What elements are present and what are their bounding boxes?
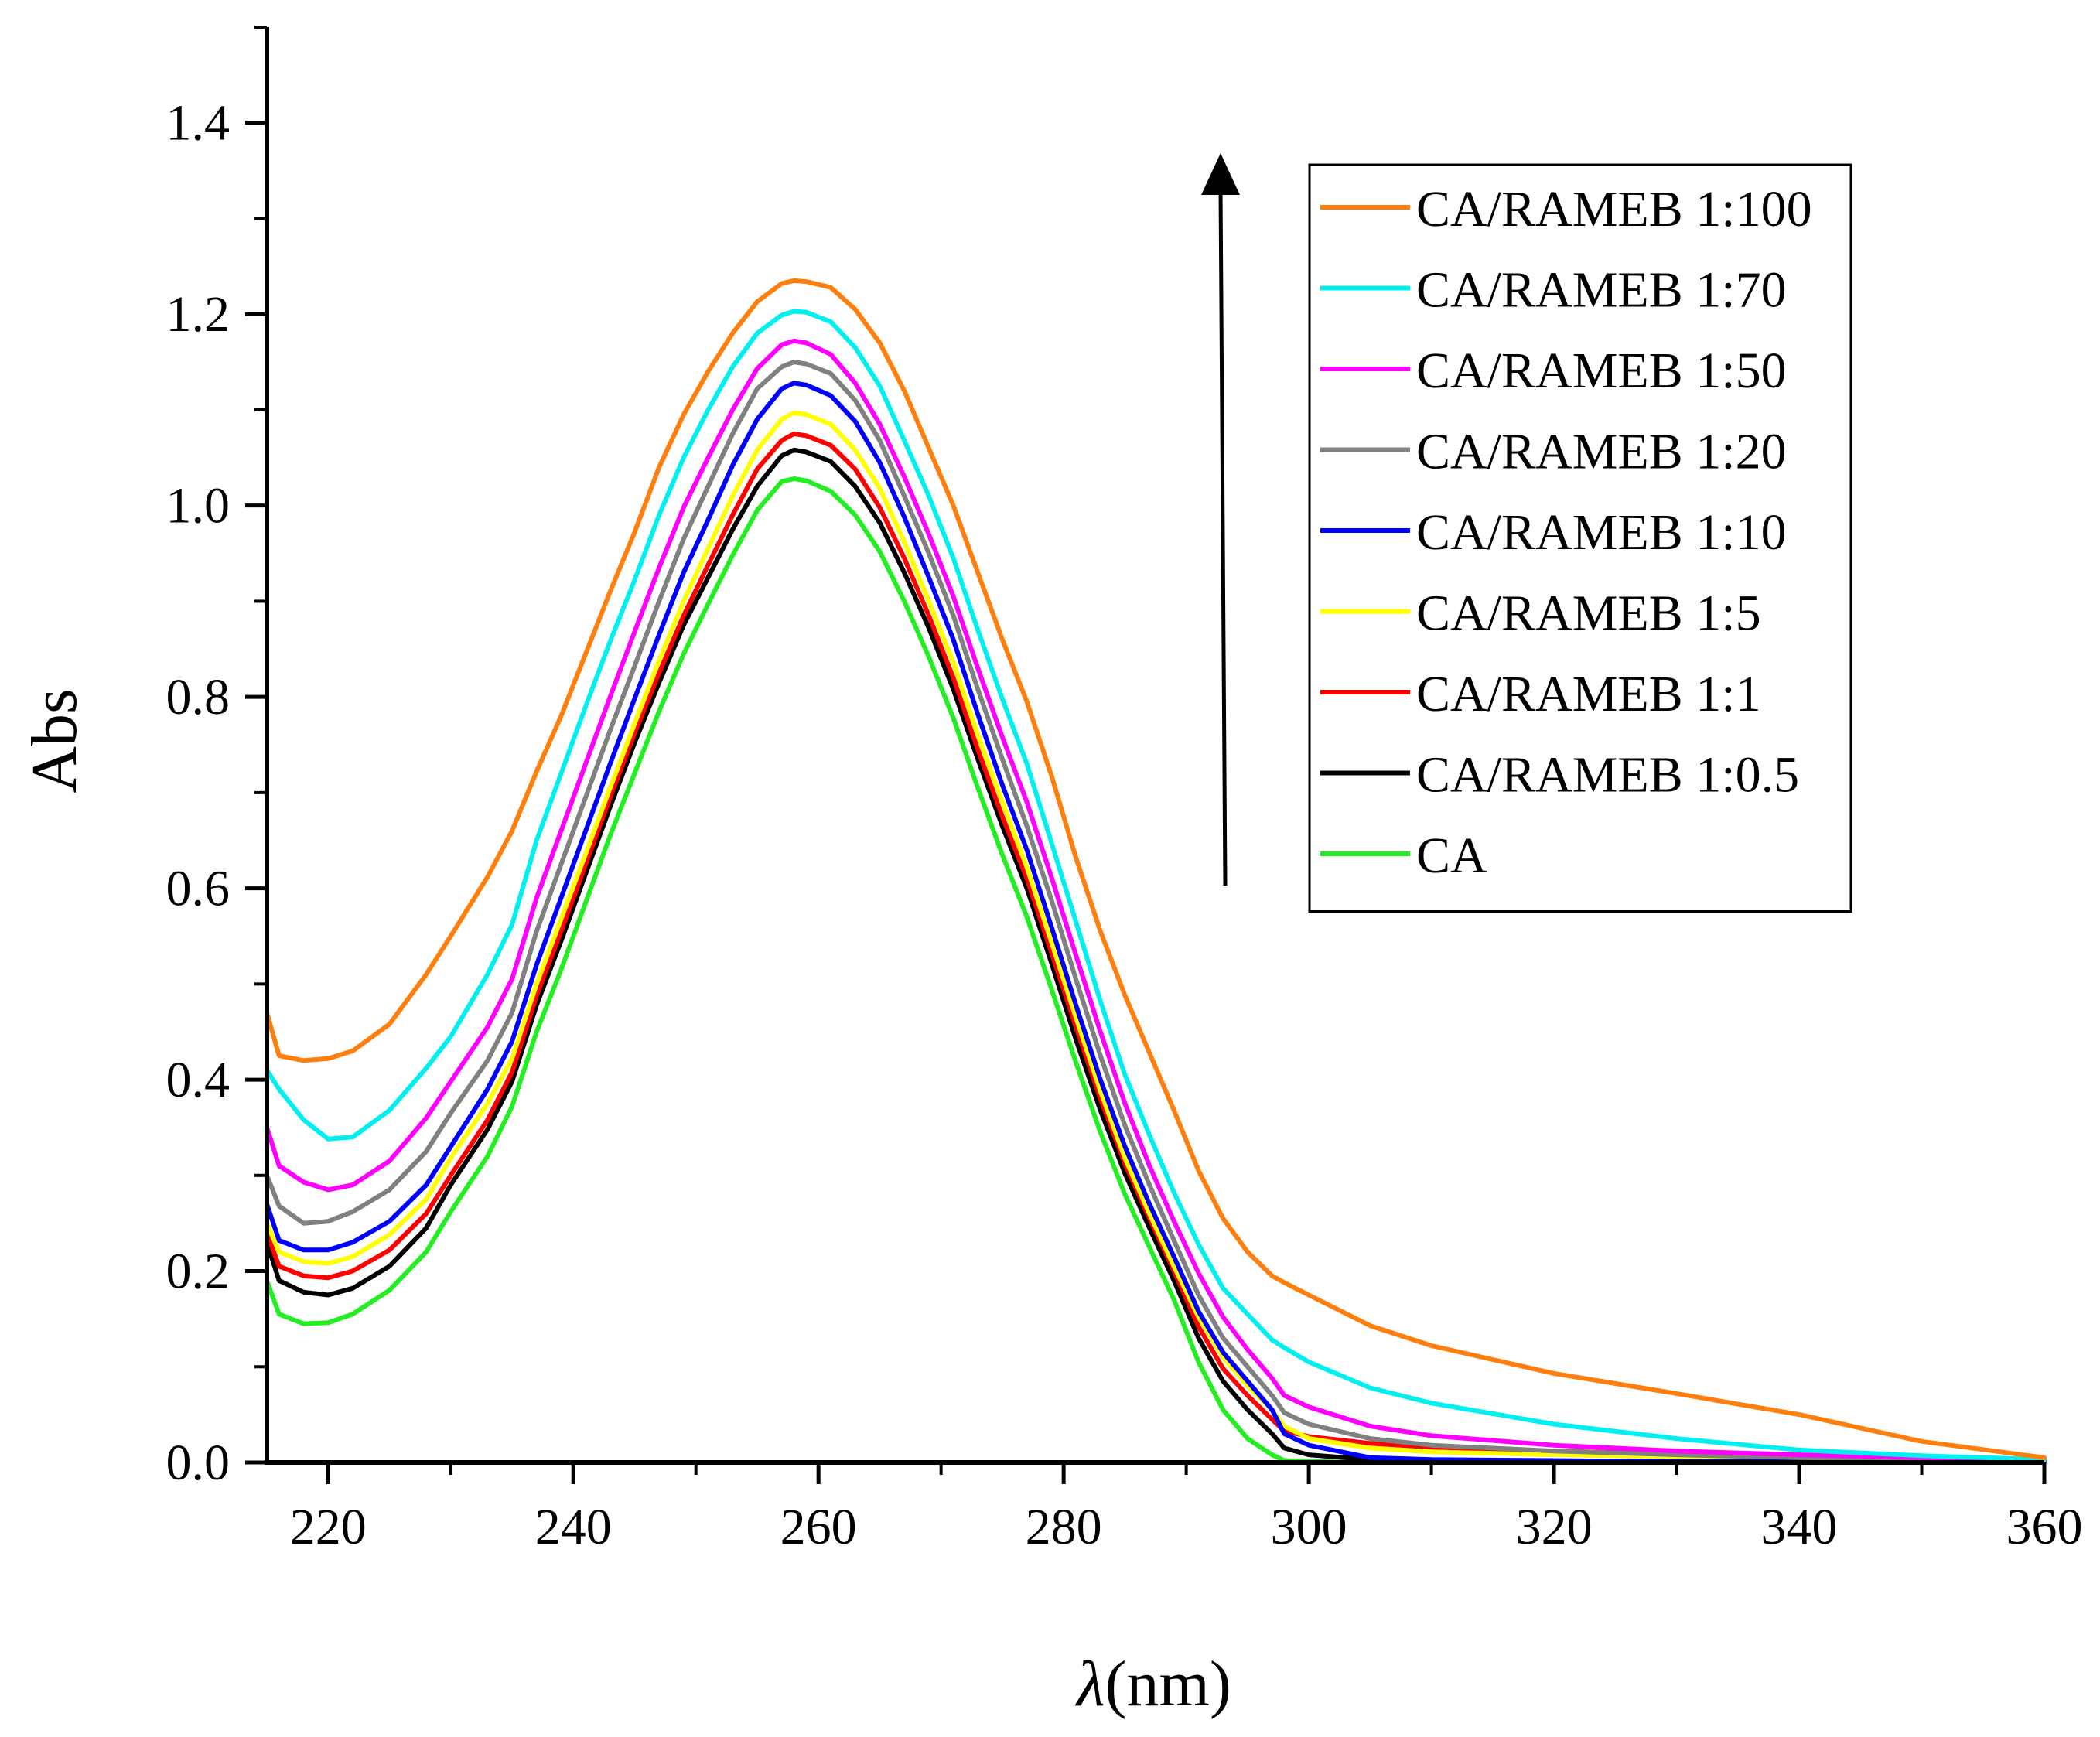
y-axis-title: Abs [19,688,90,793]
legend-label-ca-rameb-1-70: CA/RAMEB 1:70 [1416,262,1787,319]
y-tick-label: 0.6 [166,861,230,917]
x-tick-label: 220 [290,1499,367,1555]
series-line-ca [265,476,2047,1465]
legend-label-ca-rameb-1-1: CA/RAMEB 1:1 [1416,666,1761,722]
series-line-ca-rameb-1-20 [265,360,2047,1463]
y-tick-label: 0.4 [166,1052,230,1108]
x-tick-label: 240 [535,1499,612,1555]
ticks: 220 240 260 280 300 320 340 360 0.0 0.2 0.4 0.6 0.8 1… [166,26,2083,1555]
y-tick-label: 0.0 [166,1435,230,1491]
y-tick-label: 1.4 [166,95,230,152]
legend-label-ca-rameb-1-10: CA/RAMEB 1:10 [1416,504,1787,561]
x-tick-label: 280 [1026,1499,1102,1555]
x-tick-label: 320 [1516,1499,1593,1555]
x-axis-title-unit: (nm) [1105,1648,1231,1720]
axes [265,27,2044,1465]
legend: CA/RAMEB 1:100 CA/RAMEB 1:70 CA/RAMEB 1:50… [1308,163,1852,913]
y-tick-label: 0.8 [166,669,230,725]
x-axis-title: λ(nm) [1074,1648,1231,1720]
legend-label-ca-rameb-1-0-5: CA/RAMEB 1:0.5 [1416,747,1799,804]
legend-label-ca-rameb-1-100: CA/RAMEB 1:100 [1416,181,1812,237]
legend-label-ca: CA [1416,828,1487,884]
legend-label-ca-rameb-1-50: CA/RAMEB 1:50 [1416,343,1787,399]
y-tick-label: 1.2 [166,286,230,343]
trend-arrow [1201,153,1240,886]
legend-label-ca-rameb-1-20: CA/RAMEB 1:20 [1416,424,1787,480]
trend-arrow-head [1201,153,1240,195]
series-line-ca-rameb-1-0-5 [265,447,2047,1464]
series-line-ca-rameb-1-50 [265,338,2047,1462]
x-axis-title-symbol: λ [1074,1648,1105,1720]
series-line-ca-rameb-1-70 [265,309,2047,1462]
x-tick-label: 340 [1761,1499,1838,1555]
y-tick-label: 1.0 [166,478,230,534]
x-tick-label: 360 [2006,1499,2083,1555]
series-line-ca-rameb-1-10 [265,381,2047,1464]
series-line-ca-rameb-1-100 [265,278,2047,1460]
x-tick-label: 300 [1271,1499,1347,1555]
legend-label-ca-rameb-1-5: CA/RAMEB 1:5 [1416,585,1761,642]
x-tick-label: 260 [780,1499,857,1555]
y-tick-label: 0.2 [166,1244,230,1300]
series-lines [265,278,2047,1465]
trend-arrow-shaft [1218,189,1228,886]
